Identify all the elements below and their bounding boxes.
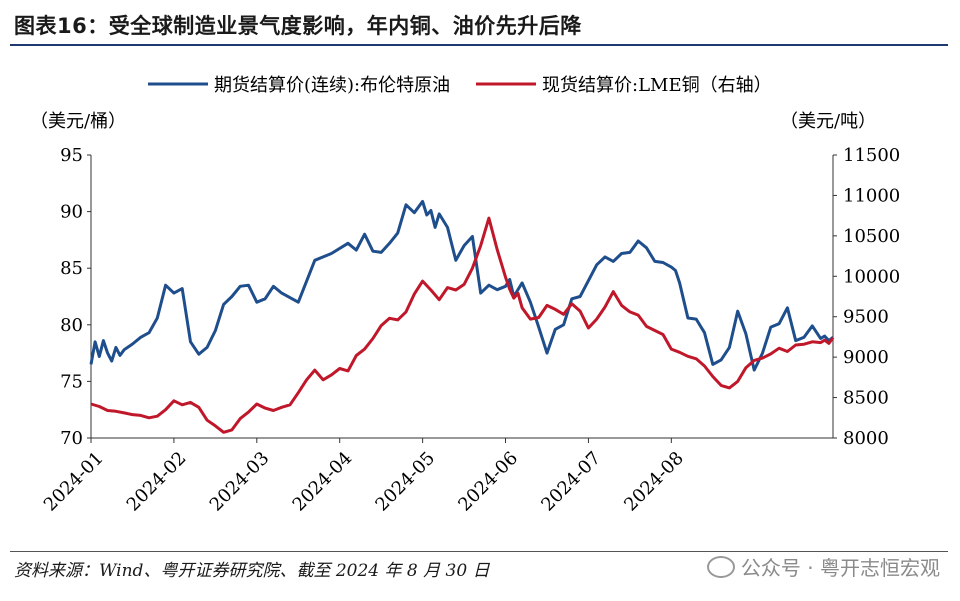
- x-tick-label: 2024-06: [454, 448, 522, 516]
- source-note: 资料来源：Wind、粤开证券研究院、截至 2024 年 8 月 30 日: [14, 561, 490, 581]
- chart-legend: 期货结算价(连续):布伦特原油 现货结算价:LME铜（右轴）: [148, 75, 772, 96]
- dual-axis-line-chart: 期货结算价(连续):布伦特原油 现货结算价:LME铜（右轴） （美元/桶） （美…: [30, 75, 900, 515]
- x-tick-label: 2024-05: [371, 448, 439, 516]
- title-rule: [10, 44, 948, 46]
- lme-copper-line: [90, 216, 835, 434]
- x-tick-label: 2024-03: [206, 448, 274, 516]
- watermark: 公众号 · 粤开志恒宏观: [706, 552, 940, 581]
- left-tick-label: 85: [60, 258, 83, 279]
- right-tick-label: 11000: [843, 185, 900, 206]
- left-y-ticks: 70 75 80 85 90 95: [60, 145, 91, 449]
- right-tick-label: 11500: [843, 145, 900, 166]
- footer-rule: [10, 551, 948, 552]
- chart-series: [89, 199, 835, 434]
- right-tick-label: 9000: [843, 347, 889, 368]
- x-tick-label: 2024-08: [620, 448, 688, 516]
- wechat-icon: [706, 555, 735, 578]
- x-tick-label: 2024-04: [289, 448, 357, 516]
- legend-label-copper: 现货结算价:LME铜（右轴）: [542, 75, 772, 96]
- right-axis-unit: （美元/吨）: [780, 111, 876, 132]
- left-axis-unit: （美元/桶）: [30, 111, 126, 132]
- right-y-ticks: 8000 8500 9000 9500 10000 10500 11000 11500: [833, 145, 900, 449]
- x-tick-label: 2024-02: [123, 448, 191, 516]
- right-tick-label: 8500: [843, 388, 889, 409]
- left-tick-label: 75: [60, 371, 83, 392]
- chart-axes: [90, 155, 834, 439]
- right-tick-label: 9500: [843, 307, 889, 328]
- left-tick-label: 70: [60, 428, 83, 449]
- left-tick-label: 90: [60, 202, 83, 223]
- chart-title: 图表16：受全球制造业景气度影响，年内铜、油价先升后降: [14, 14, 582, 38]
- left-tick-label: 95: [60, 145, 83, 166]
- right-tick-label: 8000: [843, 428, 889, 449]
- legend-label-brent: 期货结算价(连续):布伦特原油: [214, 75, 450, 96]
- x-tick-label: 2024-07: [537, 448, 605, 516]
- x-tick-label: 2024-01: [40, 448, 108, 516]
- watermark-text: 公众号 · 粤开志恒宏观: [740, 556, 940, 580]
- left-tick-label: 80: [60, 315, 83, 336]
- brent-oil-line: [89, 199, 834, 372]
- x-ticks: 2024-01 2024-02 2024-03 2024-04 2024-05 2024-…: [40, 438, 688, 515]
- right-tick-label: 10500: [843, 226, 900, 247]
- right-tick-label: 10000: [843, 266, 900, 287]
